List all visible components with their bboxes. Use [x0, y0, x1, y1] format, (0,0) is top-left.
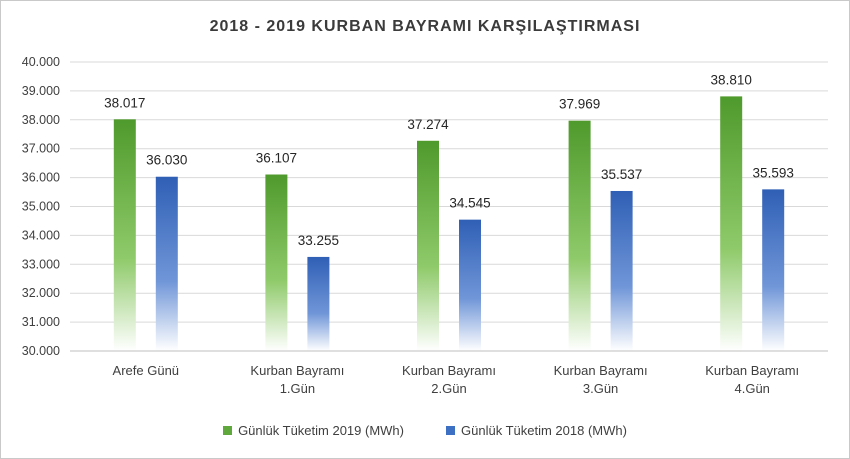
bar-2019 — [417, 140, 439, 351]
y-tick-label: 30.000 — [22, 344, 60, 358]
x-tick-label: 4.Gün — [734, 381, 769, 396]
bar-2019 — [265, 174, 288, 351]
gridlines — [70, 61, 828, 352]
legend-swatch-2019 — [223, 426, 233, 435]
legend-label-2019: Günlük Tüketim 2019 (MWh) — [238, 423, 404, 438]
data-label-2018: 36.030 — [146, 153, 187, 168]
x-tick-label: Arefe Günü — [113, 363, 180, 378]
y-tick-label: 31.000 — [22, 315, 60, 329]
x-tick-label: Kurban Bayramı — [554, 363, 648, 378]
legend-label-2018: Günlük Tüketim 2018 (MWh) — [461, 423, 627, 438]
data-label-2019: 37.274 — [407, 117, 449, 132]
x-tick-label: Kurban Bayramı — [250, 363, 344, 378]
data-label-2019: 37.969 — [559, 97, 600, 112]
bar-2018 — [610, 190, 633, 351]
y-tick-label: 33.000 — [22, 257, 60, 271]
data-label-2019: 36.107 — [256, 151, 297, 166]
bar-2018 — [762, 189, 785, 351]
bars: 38.017 36.030 36.107 33.255 37.274 34.545 37.9… — [104, 72, 794, 352]
bar-2019 — [113, 119, 136, 351]
y-tick-label: 39.000 — [22, 84, 60, 98]
y-tick-label: 37.000 — [22, 142, 60, 156]
y-tick-label: 32.000 — [22, 286, 60, 300]
chart-title: 2018 - 2019 KURBAN BAYRAMI KARŞILAŞTIRMA… — [209, 18, 641, 35]
x-tick-label: 3.Gün — [583, 381, 618, 396]
bar-2018 — [155, 176, 178, 351]
y-tick-label: 36.000 — [22, 171, 60, 185]
legend-item-2018: Günlük Tüketim 2018 (MWh) — [446, 423, 627, 438]
data-label-2018: 35.593 — [753, 165, 794, 180]
bar-2018 — [459, 219, 481, 351]
data-label-2019: 38.017 — [104, 95, 145, 110]
y-axis: 30.000 31.000 32.000 33.000 34.000 35.000 36.0… — [22, 55, 60, 358]
bar-2019 — [720, 96, 743, 352]
y-tick-label: 40.000 — [22, 55, 60, 69]
x-tick-label: 2.Gün — [431, 381, 466, 396]
x-tick-label: Kurban Bayramı — [705, 363, 799, 378]
data-label-2019: 38.810 — [711, 72, 752, 87]
x-tick-label: 1.Gün — [280, 381, 315, 396]
data-label-2018: 35.537 — [601, 167, 642, 182]
data-label-2018: 34.545 — [449, 196, 490, 211]
legend-swatch-2018 — [446, 426, 455, 435]
legend: Günlük Tüketim 2019 (MWh) Günlük Tüketim… — [0, 423, 850, 438]
y-tick-label: 35.000 — [22, 200, 60, 214]
bar-2019 — [568, 120, 591, 352]
y-tick-label: 38.000 — [22, 113, 60, 127]
x-axis: Arefe Günü Kurban Bayramı 1.Gün Kurban Bayr… — [70, 350, 828, 396]
x-tick-label: Kurban Bayramı — [402, 363, 496, 378]
legend-item-2019: Günlük Tüketim 2019 (MWh) — [223, 423, 404, 438]
y-tick-label: 34.000 — [22, 228, 60, 242]
bar-2018 — [307, 256, 330, 351]
data-label-2018: 33.255 — [298, 233, 339, 248]
